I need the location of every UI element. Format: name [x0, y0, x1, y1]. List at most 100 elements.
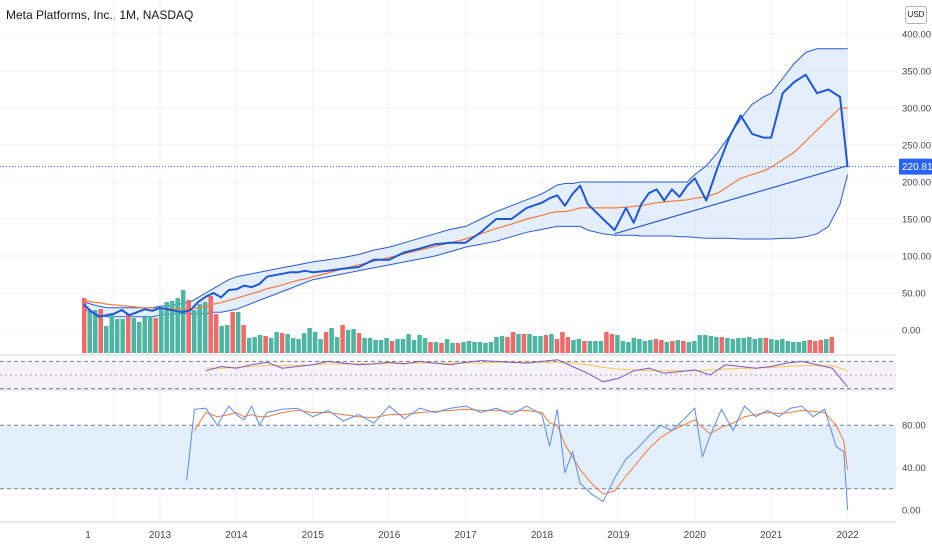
volume-bar — [802, 341, 807, 353]
volume-bar — [659, 340, 664, 353]
chart-title: Meta Platforms, Inc., 1M, NASDAQ — [6, 8, 194, 22]
volume-bar — [615, 335, 620, 353]
volume-bar — [142, 317, 147, 353]
volume-bar — [131, 318, 136, 353]
volume-bar — [631, 338, 637, 353]
x-tick-label: 2013 — [149, 530, 172, 541]
x-tick-label: 2014 — [225, 530, 248, 541]
volume-bar — [637, 339, 642, 353]
stochastic-k-line — [186, 404, 849, 511]
volume-bar — [461, 342, 466, 353]
volume-bar — [384, 338, 389, 353]
volume-bar — [351, 329, 356, 353]
volume-bar — [692, 341, 697, 353]
volume-bar — [582, 341, 587, 353]
y-tick-label: 250.00 — [902, 141, 931, 152]
volume-bar — [428, 342, 433, 353]
volume-bar — [263, 336, 268, 353]
y-tick-label: 100.00 — [902, 252, 931, 263]
volume-bar — [318, 339, 323, 353]
volume-bar — [824, 339, 829, 353]
volume-bar — [433, 342, 439, 353]
volume-bar — [389, 341, 395, 353]
volume-bar — [774, 340, 780, 353]
stochastic-d-line — [193, 408, 849, 495]
volume-bar — [257, 335, 263, 353]
volume-bar — [714, 337, 719, 353]
volume-bar — [554, 339, 560, 353]
volume-bar — [334, 337, 340, 353]
volume-bar — [235, 312, 241, 353]
currency-button[interactable]: USD — [905, 6, 927, 24]
volume-bar — [747, 337, 752, 353]
volume-bar — [813, 341, 818, 353]
volume-bar — [708, 336, 714, 353]
volume-bar — [725, 338, 730, 353]
volume-bar — [224, 325, 230, 353]
volume-bar — [488, 342, 494, 353]
stochastic-panel — [0, 404, 896, 511]
volume-bar — [719, 337, 725, 353]
y-tick-label: 40.00 — [902, 463, 926, 474]
volume-bar — [400, 339, 406, 353]
volume-bar — [191, 310, 197, 353]
volume-bar — [378, 340, 384, 353]
y-tick-label: 200.00 — [902, 178, 931, 189]
volume-bar — [499, 336, 505, 353]
volume-bar — [147, 316, 153, 353]
volume-bar — [444, 339, 450, 353]
volume-bar — [571, 340, 576, 353]
volume-bar — [549, 334, 554, 353]
volume-bar — [532, 336, 538, 353]
volume-bar — [653, 339, 659, 353]
volume-bar — [417, 335, 422, 353]
volume-bar — [494, 337, 499, 353]
volume-bar — [450, 343, 455, 353]
volume-bar — [175, 298, 180, 353]
rsi-line — [205, 359, 848, 388]
volume-bar — [395, 339, 400, 353]
volume-bar — [329, 328, 334, 353]
volume-bar — [406, 334, 411, 353]
volume-bar — [362, 338, 367, 353]
y-tick-label: 300.00 — [902, 104, 931, 115]
volume-bar — [340, 325, 345, 353]
last-price-tag — [899, 158, 932, 175]
volume-bar — [697, 335, 703, 353]
volume-bar — [796, 342, 802, 353]
rsi-panel — [0, 359, 896, 390]
volume-bar — [290, 338, 296, 353]
volume-bar — [345, 330, 351, 353]
y-tick-label: 400.00 — [902, 30, 931, 41]
volume-bar — [323, 332, 329, 353]
volume-bar — [604, 332, 609, 353]
volume-bar — [587, 341, 593, 353]
volume-bar — [301, 333, 307, 353]
volume-bar — [367, 338, 373, 353]
volume-bar — [439, 343, 444, 353]
volume-bar — [516, 334, 521, 353]
volume-bar — [158, 309, 164, 353]
volume-bar — [758, 338, 763, 353]
price-line — [82, 73, 849, 318]
volume-bar — [736, 338, 741, 353]
volume-bar — [483, 343, 488, 353]
y-tick-label: 50.00 — [902, 289, 926, 300]
volume-bar — [543, 335, 549, 353]
volume-bar — [241, 325, 246, 353]
volume-bar — [538, 336, 543, 353]
volume-bar — [312, 332, 318, 353]
x-tick-label: 2017 — [454, 530, 477, 541]
volume-bar — [252, 337, 257, 353]
y-axis: 400.00 350.00 300.00 250.00 200.00 150.00 100.… — [899, 30, 932, 517]
volume-bar — [268, 338, 274, 353]
volume-bar — [120, 319, 125, 353]
volume-bar — [681, 341, 686, 353]
volume-bar — [92, 310, 98, 353]
x-tick-label: 2016 — [378, 530, 401, 541]
x-axis: 1 2013 2014 2015 2016 2017 2018 2019 2020 2021 202… — [85, 530, 859, 541]
volume-bar — [246, 338, 252, 353]
volume-bar — [285, 334, 290, 353]
volume-bar — [82, 298, 87, 353]
